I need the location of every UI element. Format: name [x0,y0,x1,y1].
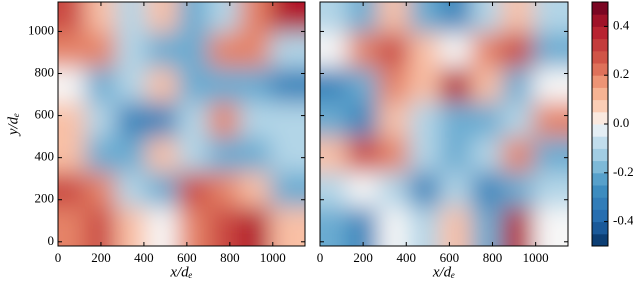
colorbar-band [592,38,608,52]
colorbar-band [592,26,608,40]
y-tick-label: 200 [35,191,55,206]
x-tick-label: 800 [483,250,503,265]
heatmap-field [320,2,568,246]
colorbar-tick-label: 0.4 [613,17,630,32]
colorbar-band [592,50,608,64]
x-tick-label: 400 [134,250,154,265]
colorbar-band [592,197,608,210]
x-axis-label: x/dₑ [169,264,192,280]
x-tick-label: 200 [353,250,373,265]
colorbar-tick-label: -0.2 [613,164,633,179]
colorbar-tick-label: 0.0 [613,115,629,130]
colorbar-band [592,75,608,88]
x-tick-label: 400 [397,250,417,265]
colorbar-band [592,63,608,76]
x-tick-label: 600 [440,250,460,265]
x-tick-label: 200 [91,250,111,265]
x-tick-label: 800 [220,250,240,265]
x-axis-label: x/dₑ [432,264,455,280]
x-tick-label: 1000 [260,250,286,265]
colorbar-band [592,14,608,27]
colorbar-band [592,160,608,174]
y-tick-label: 0 [48,233,55,248]
axes-frame [57,1,306,247]
y-tick-label: 600 [35,107,55,122]
colorbar-band [592,87,608,101]
colorbar-band [592,172,608,186]
heatmap-cell [532,207,568,246]
x-tick-label: 0 [55,250,62,265]
heatmap-cell [270,207,305,246]
colorbar-band [592,99,608,113]
x-tick-label: 600 [177,250,197,265]
colorbar-band [592,2,608,15]
heatmap [58,2,305,246]
colorbar-band [592,233,608,247]
y-axis-label: y/dₑ [5,113,21,137]
colorbar-band [592,221,608,235]
axes-frame [319,1,569,247]
colorbar-band [592,185,608,198]
y-tick-label: 1000 [28,22,54,37]
heatmap-field [58,2,305,246]
x-tick-label: 0 [317,250,324,265]
y-tick-label: 400 [35,149,55,164]
colorbar-band [592,111,608,125]
colorbar-tick-label: -0.4 [613,213,633,228]
colorbar-band [592,148,608,162]
x-tick-label: 1000 [523,250,549,265]
y-tick-label: 800 [35,65,55,80]
colorbar-tick-label: 0.2 [613,66,629,81]
heatmap [320,2,568,246]
colorbar-band [592,209,608,223]
colorbar-band [592,124,608,137]
colorbar-band [592,136,608,149]
